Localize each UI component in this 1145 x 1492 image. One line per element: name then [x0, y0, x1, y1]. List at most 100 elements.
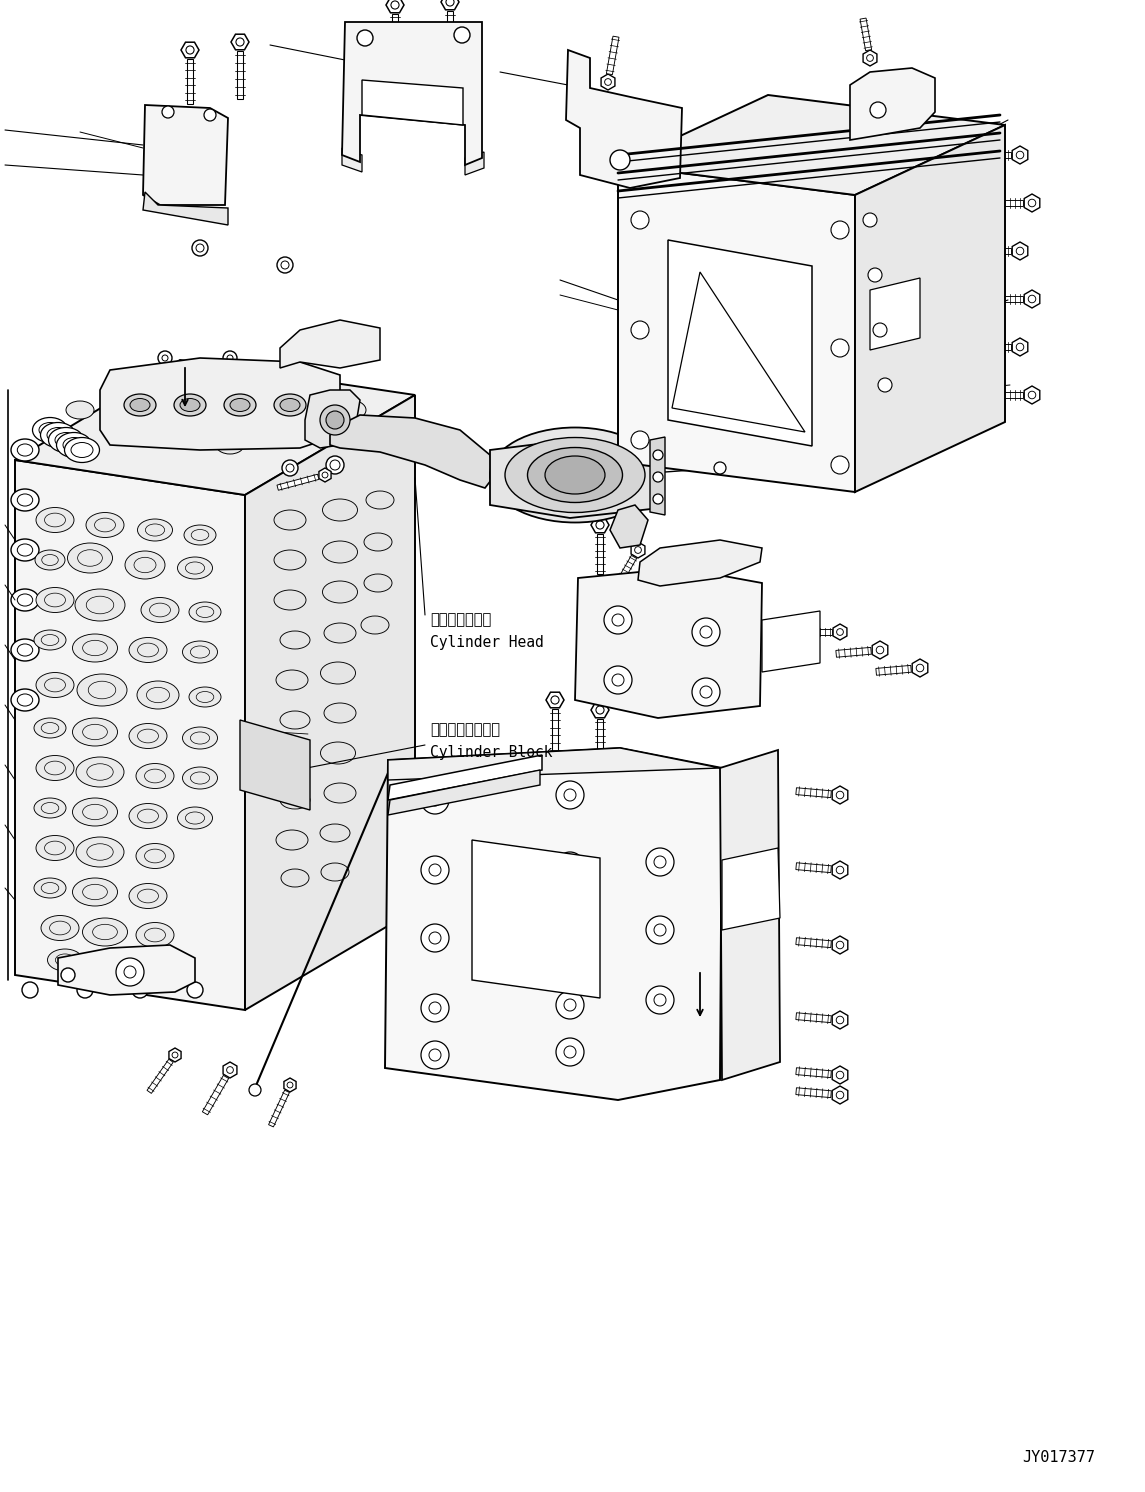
Ellipse shape	[281, 631, 310, 649]
Polygon shape	[834, 624, 847, 640]
Polygon shape	[796, 788, 831, 798]
Ellipse shape	[490, 428, 660, 522]
Ellipse shape	[137, 680, 179, 709]
Circle shape	[22, 982, 38, 998]
Ellipse shape	[324, 624, 356, 643]
Ellipse shape	[136, 922, 174, 947]
Polygon shape	[330, 415, 495, 488]
Polygon shape	[597, 719, 603, 759]
Polygon shape	[187, 60, 194, 104]
Polygon shape	[979, 152, 1011, 158]
Polygon shape	[284, 1079, 297, 1092]
Ellipse shape	[136, 843, 174, 868]
Ellipse shape	[167, 419, 203, 442]
Ellipse shape	[324, 783, 356, 803]
Ellipse shape	[177, 557, 213, 579]
Polygon shape	[143, 104, 228, 204]
Polygon shape	[913, 659, 927, 677]
Ellipse shape	[129, 724, 167, 749]
Ellipse shape	[276, 750, 308, 770]
Polygon shape	[385, 747, 722, 1100]
Ellipse shape	[182, 767, 218, 789]
Ellipse shape	[276, 830, 308, 850]
Polygon shape	[992, 391, 1022, 398]
Circle shape	[289, 351, 302, 366]
Ellipse shape	[323, 498, 357, 521]
Polygon shape	[796, 938, 831, 947]
Ellipse shape	[64, 437, 100, 463]
Polygon shape	[277, 474, 319, 491]
Circle shape	[556, 852, 584, 880]
Ellipse shape	[129, 804, 167, 828]
Ellipse shape	[34, 877, 66, 898]
Text: Cylinder Head: Cylinder Head	[431, 634, 544, 649]
Circle shape	[831, 221, 848, 239]
Ellipse shape	[40, 422, 76, 448]
Polygon shape	[863, 51, 877, 66]
Ellipse shape	[323, 542, 357, 562]
Ellipse shape	[174, 394, 206, 416]
Circle shape	[646, 916, 674, 944]
Ellipse shape	[129, 883, 167, 909]
Ellipse shape	[34, 718, 66, 739]
Ellipse shape	[11, 639, 39, 661]
Circle shape	[421, 924, 449, 952]
Circle shape	[692, 677, 720, 706]
Ellipse shape	[321, 662, 355, 683]
Circle shape	[421, 856, 449, 883]
Ellipse shape	[319, 404, 350, 436]
Circle shape	[863, 213, 877, 227]
Polygon shape	[796, 1088, 831, 1098]
Polygon shape	[575, 568, 763, 718]
Ellipse shape	[274, 589, 306, 610]
Polygon shape	[992, 295, 1022, 303]
Polygon shape	[1025, 386, 1040, 404]
Circle shape	[161, 106, 174, 118]
Polygon shape	[617, 555, 637, 583]
Circle shape	[868, 269, 882, 282]
Ellipse shape	[41, 916, 79, 940]
Ellipse shape	[323, 580, 357, 603]
Circle shape	[870, 101, 886, 118]
Polygon shape	[143, 192, 228, 225]
Text: Cylinder Block: Cylinder Block	[431, 745, 553, 759]
Ellipse shape	[182, 727, 218, 749]
Ellipse shape	[86, 512, 124, 537]
Ellipse shape	[182, 642, 218, 662]
Polygon shape	[237, 51, 244, 98]
Ellipse shape	[48, 428, 84, 452]
Circle shape	[631, 431, 649, 449]
Ellipse shape	[274, 394, 306, 416]
Ellipse shape	[326, 410, 344, 430]
Ellipse shape	[528, 448, 623, 503]
Circle shape	[556, 991, 584, 1019]
Circle shape	[646, 986, 674, 1015]
Circle shape	[631, 321, 649, 339]
Polygon shape	[763, 612, 820, 671]
Ellipse shape	[11, 589, 39, 612]
Polygon shape	[58, 944, 195, 995]
Ellipse shape	[11, 489, 39, 510]
Circle shape	[158, 351, 172, 366]
Ellipse shape	[76, 589, 125, 621]
Polygon shape	[610, 504, 648, 548]
Ellipse shape	[321, 862, 349, 880]
Polygon shape	[872, 642, 887, 659]
Ellipse shape	[11, 689, 39, 712]
Polygon shape	[552, 709, 559, 753]
Ellipse shape	[319, 824, 350, 841]
Ellipse shape	[76, 837, 124, 867]
Ellipse shape	[281, 791, 310, 809]
Polygon shape	[281, 319, 380, 369]
Ellipse shape	[141, 597, 179, 622]
Circle shape	[653, 471, 663, 482]
Ellipse shape	[129, 637, 167, 662]
Circle shape	[421, 1041, 449, 1068]
Polygon shape	[447, 10, 453, 54]
Polygon shape	[305, 389, 360, 448]
Ellipse shape	[136, 764, 174, 788]
Polygon shape	[1012, 242, 1028, 260]
Ellipse shape	[114, 410, 147, 430]
Ellipse shape	[334, 400, 366, 421]
Text: JY017377: JY017377	[1022, 1450, 1095, 1465]
